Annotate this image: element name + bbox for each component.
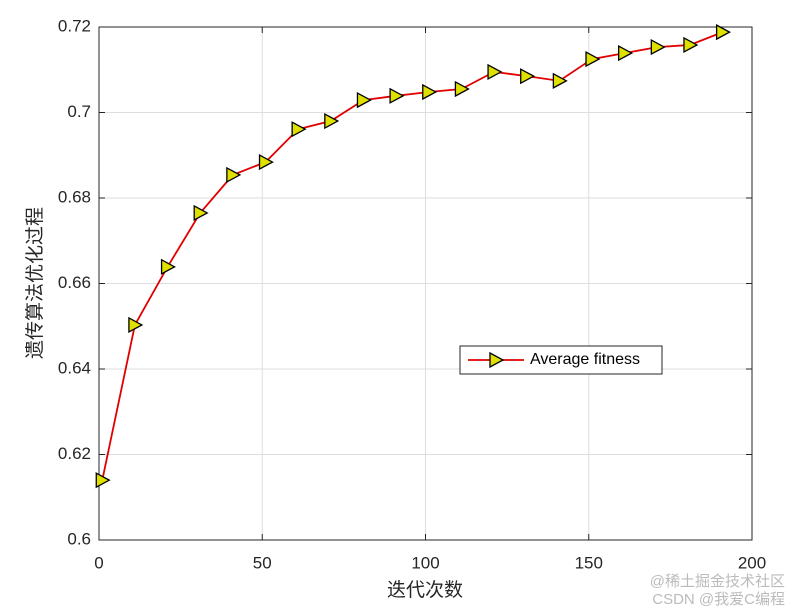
legend-marker bbox=[489, 351, 505, 369]
marker bbox=[422, 83, 438, 101]
marker bbox=[226, 166, 242, 184]
marker bbox=[487, 63, 503, 80]
y-tick-label: 0.7 bbox=[67, 102, 91, 121]
y-tick-label: 0.68 bbox=[58, 187, 91, 206]
y-tick-label: 0.62 bbox=[58, 444, 91, 463]
plot-frame bbox=[98, 26, 753, 541]
y-tick-label: 0.72 bbox=[58, 16, 91, 35]
marker bbox=[193, 204, 209, 222]
marker bbox=[552, 72, 568, 89]
marker bbox=[95, 472, 111, 489]
marker bbox=[356, 92, 372, 109]
marker bbox=[454, 80, 470, 98]
x-tick-label: 0 bbox=[94, 553, 103, 572]
marker bbox=[128, 316, 144, 334]
watermark: @稀土掘金技术社区 bbox=[650, 573, 785, 590]
y-axis-label: 遗传算法优化过程 bbox=[24, 207, 46, 359]
legend-label: Average fitness bbox=[530, 351, 640, 368]
y-tick-label: 0.66 bbox=[58, 273, 91, 292]
y-tick-label: 0.6 bbox=[67, 529, 91, 548]
marker bbox=[291, 121, 307, 138]
marker bbox=[324, 112, 340, 130]
x-tick-label: 150 bbox=[575, 553, 603, 572]
x-tick-label: 200 bbox=[738, 553, 766, 572]
marker bbox=[520, 68, 536, 85]
marker bbox=[683, 36, 699, 54]
marker bbox=[389, 87, 405, 104]
marker bbox=[650, 39, 666, 56]
marker bbox=[715, 24, 731, 41]
marker bbox=[585, 50, 601, 68]
x-tick-label: 50 bbox=[253, 553, 272, 572]
y-tick-label: 0.64 bbox=[58, 358, 91, 377]
marker bbox=[618, 44, 634, 62]
marker bbox=[160, 258, 176, 275]
x-axis-label: 迭代次数 bbox=[387, 579, 463, 601]
watermark: CSDN @我爱C编程 bbox=[652, 591, 785, 608]
marker bbox=[258, 154, 274, 171]
x-tick-label: 100 bbox=[411, 553, 439, 572]
